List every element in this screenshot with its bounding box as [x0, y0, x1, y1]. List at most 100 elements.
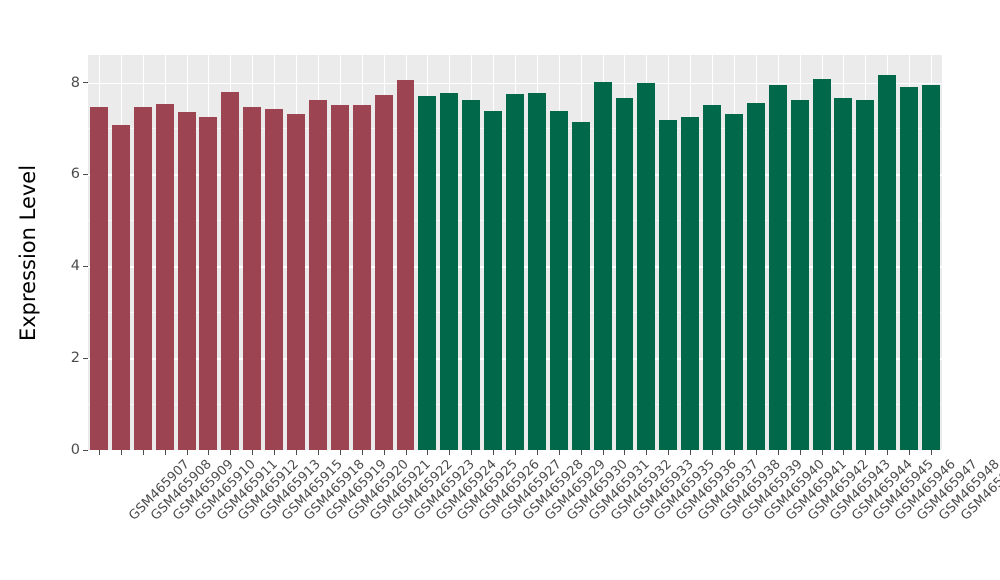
x-axis-tick-mark — [734, 450, 735, 455]
x-axis-tick-mark — [143, 450, 144, 455]
y-axis-tick: 6 — [71, 166, 88, 182]
x-axis-tick-mark — [887, 450, 888, 455]
y-axis-tick-label: 6 — [70, 166, 80, 183]
bar — [746, 103, 765, 450]
y-axis-tick: 2 — [71, 350, 88, 366]
bar — [221, 92, 240, 450]
bar — [637, 83, 656, 450]
bar — [812, 79, 831, 450]
bar-series — [88, 55, 942, 450]
bar — [440, 93, 459, 450]
bar — [177, 111, 196, 450]
bar — [527, 92, 546, 450]
y-axis-tick-label: 2 — [70, 350, 80, 367]
x-axis-tick-mark — [165, 450, 166, 455]
bar — [856, 99, 875, 450]
bar — [834, 98, 853, 450]
x-axis-tick-mark — [230, 450, 231, 455]
bar — [308, 99, 327, 450]
y-axis-tick-mark — [83, 173, 88, 175]
x-axis-tick-mark — [121, 450, 122, 455]
x-axis-tick-mark — [471, 450, 472, 455]
x-axis-tick-mark — [252, 450, 253, 455]
y-axis-tick: 4 — [71, 258, 88, 274]
x-axis-tick-mark — [274, 450, 275, 455]
bar — [506, 93, 524, 450]
x-axis-tick-mark — [406, 450, 407, 455]
x-axis-tick-mark — [515, 450, 516, 455]
y-axis-tick-label: 4 — [70, 258, 80, 275]
y-axis: 0 2 4 6 8 — [56, 55, 88, 458]
x-axis-tick-mark — [668, 450, 669, 455]
x-axis-tick-mark — [624, 450, 625, 455]
bar — [374, 94, 393, 450]
x-axis-tick-mark — [493, 450, 494, 455]
x-axis-tick-mark — [427, 450, 428, 455]
bar — [89, 107, 108, 450]
bar — [659, 119, 678, 450]
y-axis-tick: 8 — [71, 75, 88, 91]
x-axis-tick-mark — [931, 450, 932, 455]
x-axis-tick-mark — [537, 450, 538, 455]
y-axis-tick-label: 8 — [70, 74, 80, 91]
bar — [133, 106, 152, 450]
x-axis-tick-mark — [843, 450, 844, 455]
x-axis-tick-mark — [822, 450, 823, 455]
bar — [922, 84, 941, 450]
x-axis-tick-mark — [646, 450, 647, 455]
y-axis-tick-mark — [83, 449, 88, 451]
x-axis-tick-mark — [690, 450, 691, 455]
bar — [681, 117, 700, 450]
bar — [703, 104, 722, 450]
x-axis-tick-mark — [384, 450, 385, 455]
y-axis-tick-mark — [83, 265, 88, 267]
bar — [724, 114, 743, 450]
x-axis-tick-mark — [318, 450, 319, 455]
bar — [352, 104, 371, 450]
bar — [790, 100, 809, 450]
bar — [418, 96, 437, 450]
y-axis-tick-mark — [83, 357, 88, 359]
y-axis-tick-mark — [83, 82, 88, 84]
y-axis-title-label: Expression Level — [16, 164, 41, 341]
y-axis-title: Expression Level — [0, 0, 56, 505]
bar — [243, 107, 262, 450]
bar — [549, 111, 568, 450]
bar — [462, 99, 481, 450]
bar — [484, 111, 503, 450]
bar — [111, 124, 130, 450]
x-axis-tick-mark — [296, 450, 297, 455]
bar — [593, 81, 612, 450]
x-axis: GSM465907 GSM465908 GSM465909 GSM465910 GSM4… — [88, 450, 1000, 580]
bar — [330, 105, 349, 450]
x-axis-tick-mark — [362, 450, 363, 455]
bar — [571, 122, 590, 450]
x-axis-tick-mark — [800, 450, 801, 455]
x-axis-tick-mark — [865, 450, 866, 455]
y-axis-tick: 0 — [71, 442, 88, 458]
x-axis-tick-mark — [909, 450, 910, 455]
x-axis-tick-mark — [187, 450, 188, 455]
x-axis-tick-mark — [778, 450, 779, 455]
x-axis-tick-mark — [756, 450, 757, 455]
x-axis-tick-mark — [208, 450, 209, 455]
y-axis-tick-label: 0 — [70, 442, 80, 458]
bar — [265, 109, 284, 450]
bar — [287, 113, 305, 450]
x-axis-tick-mark — [449, 450, 450, 455]
plot-panel — [88, 55, 942, 450]
bar — [155, 104, 174, 450]
x-axis-tick-mark — [581, 450, 582, 455]
bar — [900, 87, 919, 450]
bar — [878, 74, 897, 450]
x-axis-tick-mark — [99, 450, 100, 455]
x-axis-tick-mark — [603, 450, 604, 455]
bar — [615, 98, 634, 450]
x-axis-tick-mark — [340, 450, 341, 455]
bar — [768, 84, 787, 450]
x-axis-tick-mark — [712, 450, 713, 455]
x-axis-tick-mark — [559, 450, 560, 455]
bar — [199, 116, 218, 450]
bar — [396, 80, 415, 450]
